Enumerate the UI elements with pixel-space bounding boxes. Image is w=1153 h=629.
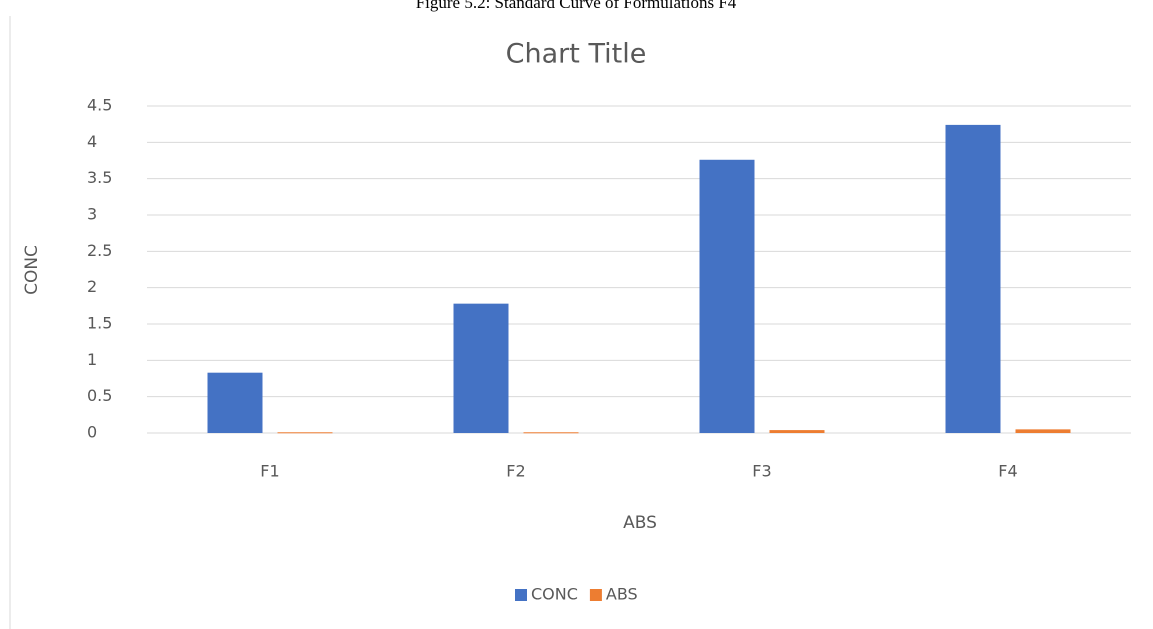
y-tick-label: 4 [87, 132, 97, 151]
x-tick-label: F3 [752, 462, 771, 481]
x-axis-label: ABS [623, 513, 657, 533]
y-tick-label: 1 [87, 350, 97, 369]
bar [699, 159, 755, 434]
y-tick-label: 3 [87, 205, 97, 224]
y-tick-label: 1.5 [87, 314, 112, 333]
y-tick-label: 0.5 [87, 386, 112, 405]
x-tick-label: F1 [260, 462, 279, 481]
bar [453, 303, 509, 433]
y-tick-label: 3.5 [87, 168, 112, 187]
legend-label: ABS [606, 585, 638, 604]
y-axis-label: CONC [22, 245, 42, 295]
bar [207, 372, 263, 433]
bar [769, 430, 825, 433]
legend-swatch [589, 589, 602, 601]
y-tick-label: 4.5 [87, 96, 112, 115]
y-tick-label: 2.5 [87, 241, 112, 260]
x-tick-label: F2 [506, 462, 525, 481]
y-tick-label: 0 [87, 423, 97, 442]
y-tick-label: 2 [87, 277, 97, 296]
bar [945, 124, 1001, 433]
legend-swatch [515, 589, 527, 601]
bar [1015, 429, 1071, 433]
caption: Figure 5.2: Standard Curve of Formulatio… [416, 0, 737, 12]
x-tick-label: F4 [998, 462, 1017, 481]
bar [523, 432, 579, 434]
bar [277, 432, 333, 434]
chart-title: Chart Title [506, 39, 647, 70]
legend-label: CONC [531, 585, 578, 604]
